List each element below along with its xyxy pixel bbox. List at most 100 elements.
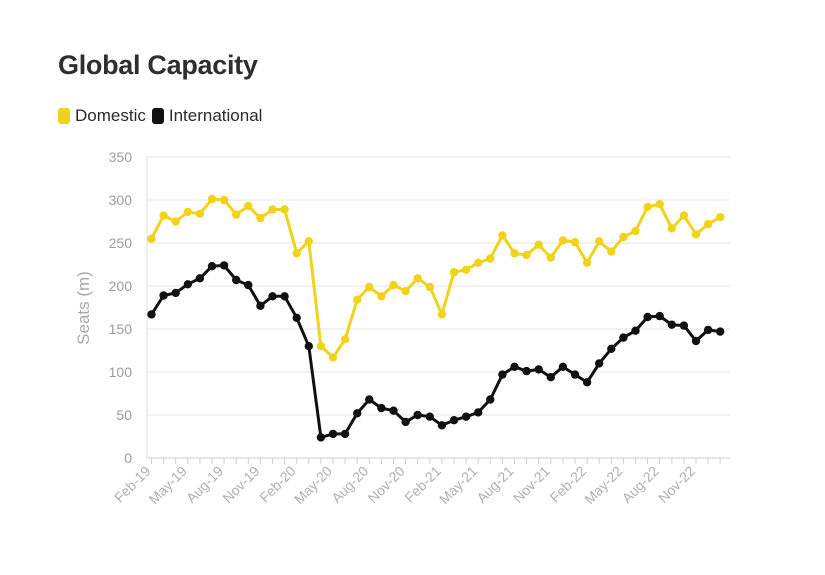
data-point-domestic[interactable] (280, 205, 289, 214)
data-point-international[interactable] (316, 433, 326, 442)
data-point-domestic[interactable] (304, 237, 313, 246)
x-tick-label: May-19 (146, 463, 190, 507)
data-point-domestic[interactable] (159, 211, 168, 220)
data-point-domestic[interactable] (522, 250, 531, 260)
data-point-domestic[interactable] (425, 282, 434, 292)
data-point-international[interactable] (558, 362, 568, 371)
data-point-international[interactable] (667, 320, 676, 329)
data-point-international[interactable] (716, 327, 725, 336)
data-point-domestic[interactable] (340, 335, 350, 344)
data-point-international[interactable] (401, 417, 410, 427)
data-point-international[interactable] (171, 288, 180, 298)
data-point-international[interactable] (280, 292, 289, 301)
data-point-international[interactable] (582, 378, 592, 387)
data-point-international[interactable] (546, 373, 555, 382)
data-point-international[interactable] (244, 280, 253, 290)
data-point-international[interactable] (425, 412, 434, 421)
data-point-international[interactable] (340, 429, 350, 439)
data-point-domestic[interactable] (655, 200, 664, 209)
legend: Domestic International (58, 106, 268, 126)
data-point-domestic[interactable] (643, 202, 652, 212)
data-point-domestic[interactable] (401, 287, 410, 296)
data-point-domestic[interactable] (716, 213, 725, 222)
data-point-domestic[interactable] (498, 231, 507, 240)
data-point-international[interactable] (449, 416, 459, 425)
data-point-international[interactable] (474, 408, 483, 417)
data-point-domestic[interactable] (256, 213, 265, 223)
data-point-domestic[interactable] (377, 292, 386, 301)
data-point-international[interactable] (619, 333, 628, 342)
data-point-international[interactable] (389, 406, 398, 415)
data-point-international[interactable] (147, 310, 156, 319)
data-point-domestic[interactable] (207, 194, 217, 204)
data-point-domestic[interactable] (244, 201, 253, 211)
data-point-domestic[interactable] (582, 258, 592, 267)
data-point-domestic[interactable] (534, 240, 543, 249)
data-point-domestic[interactable] (703, 219, 713, 229)
data-point-domestic[interactable] (449, 268, 459, 277)
data-point-domestic[interactable] (353, 295, 362, 304)
data-point-international[interactable] (643, 312, 652, 322)
data-point-domestic[interactable] (268, 205, 277, 214)
data-point-international[interactable] (304, 342, 313, 351)
data-point-international[interactable] (377, 403, 386, 413)
data-point-international[interactable] (510, 362, 519, 371)
data-point-international[interactable] (486, 395, 495, 404)
data-point-international[interactable] (268, 292, 277, 301)
data-point-domestic[interactable] (570, 237, 580, 247)
data-point-international[interactable] (159, 291, 168, 300)
data-point-international[interactable] (498, 370, 507, 379)
data-point-domestic[interactable] (474, 258, 483, 267)
data-point-international[interactable] (691, 336, 701, 346)
data-point-international[interactable] (522, 366, 531, 376)
data-point-domestic[interactable] (365, 282, 374, 292)
data-point-international[interactable] (703, 325, 713, 335)
data-point-domestic[interactable] (679, 211, 689, 220)
data-point-international[interactable] (413, 410, 422, 420)
data-point-international[interactable] (183, 280, 192, 289)
data-point-domestic[interactable] (219, 195, 229, 205)
data-point-international[interactable] (437, 421, 447, 430)
data-point-domestic[interactable] (486, 254, 495, 263)
data-point-international[interactable] (292, 313, 301, 322)
data-point-domestic[interactable] (691, 230, 701, 239)
data-point-international[interactable] (195, 274, 205, 283)
data-point-international[interactable] (570, 370, 580, 379)
data-point-international[interactable] (461, 412, 471, 421)
data-point-international[interactable] (232, 275, 241, 285)
data-point-international[interactable] (365, 395, 374, 404)
legend-item-domestic[interactable]: Domestic (58, 106, 146, 126)
data-point-domestic[interactable] (461, 265, 471, 274)
data-point-domestic[interactable] (232, 210, 241, 219)
data-point-international[interactable] (219, 261, 229, 270)
data-point-international[interactable] (256, 301, 265, 310)
data-point-international[interactable] (631, 326, 640, 335)
data-point-domestic[interactable] (607, 247, 616, 256)
legend-item-international[interactable]: International (151, 106, 262, 126)
data-point-domestic[interactable] (183, 207, 192, 217)
data-point-domestic[interactable] (328, 353, 338, 362)
data-point-domestic[interactable] (510, 249, 519, 258)
data-point-domestic[interactable] (292, 249, 301, 258)
data-point-international[interactable] (534, 365, 543, 374)
data-point-domestic[interactable] (437, 310, 447, 319)
data-point-domestic[interactable] (667, 224, 676, 233)
data-point-international[interactable] (655, 311, 664, 321)
data-point-domestic[interactable] (389, 280, 398, 290)
data-point-international[interactable] (353, 409, 362, 418)
data-point-domestic[interactable] (195, 209, 205, 218)
data-point-domestic[interactable] (413, 274, 422, 283)
data-point-domestic[interactable] (147, 234, 156, 243)
data-point-international[interactable] (607, 344, 616, 353)
data-point-international[interactable] (207, 262, 217, 271)
data-point-domestic[interactable] (171, 217, 180, 226)
data-point-domestic[interactable] (619, 232, 628, 242)
data-point-international[interactable] (595, 359, 604, 368)
data-point-domestic[interactable] (546, 253, 555, 262)
data-point-international[interactable] (679, 321, 689, 330)
data-point-domestic[interactable] (558, 236, 568, 245)
data-point-domestic[interactable] (631, 226, 640, 236)
data-point-domestic[interactable] (316, 342, 326, 351)
data-point-international[interactable] (328, 429, 338, 439)
data-point-domestic[interactable] (595, 237, 604, 246)
